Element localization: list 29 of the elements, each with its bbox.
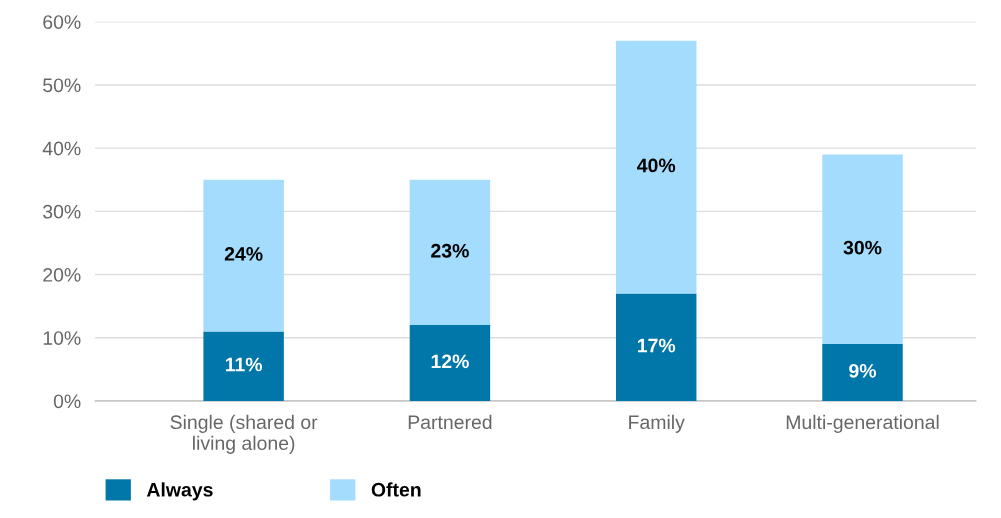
data-label: 24%: [224, 247, 263, 261]
y-tick-label: 20%: [43, 268, 81, 282]
bar: [203, 179, 284, 332]
data-label: 40%: [637, 158, 676, 173]
legend-label: Always: [146, 482, 213, 501]
y-tick-label: 0%: [53, 394, 81, 409]
bar: [615, 293, 697, 401]
y-tick-label: 10%: [43, 331, 81, 345]
x-tick-label: Partnered: [408, 414, 492, 430]
x-tick-label: Multi-generational: [786, 414, 939, 433]
bar: [615, 40, 697, 294]
legend-label: Often: [371, 482, 421, 497]
data-label: 9%: [849, 363, 877, 378]
x-tick-label: Family: [629, 414, 685, 433]
bar: [822, 154, 903, 345]
bar: [822, 344, 903, 401]
data-label: 17%: [637, 338, 676, 353]
data-label: 11%: [225, 357, 263, 372]
bar: [409, 325, 491, 401]
y-tick-label: 60%: [43, 15, 81, 29]
data-label: 30%: [843, 240, 882, 255]
data-label: 23%: [431, 243, 469, 258]
bar: [203, 331, 284, 401]
bar: [409, 179, 491, 326]
y-tick-label: 40%: [42, 141, 81, 156]
y-tick-label: 50%: [43, 78, 81, 93]
y-tick-label: 30%: [43, 204, 81, 219]
data-label: 12%: [431, 354, 469, 369]
x-tick-label: Single (shared or living alone): [170, 414, 318, 454]
